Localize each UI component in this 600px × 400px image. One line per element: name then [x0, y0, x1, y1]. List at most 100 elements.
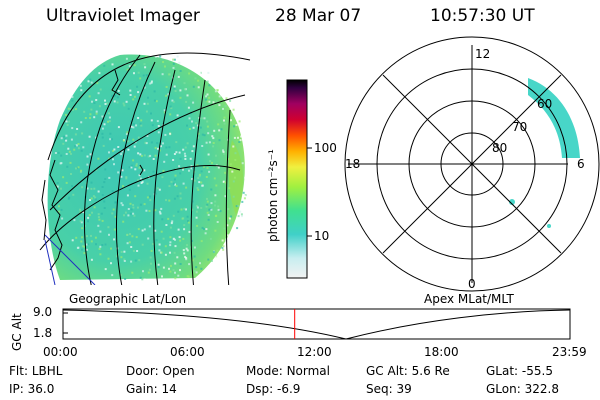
speckle [157, 266, 160, 269]
lat-label-60: 60 [537, 97, 553, 111]
speckle [241, 162, 244, 165]
speckle [214, 229, 217, 232]
speckle [222, 245, 225, 248]
speckle [79, 220, 82, 223]
speckle [223, 119, 225, 122]
speckle [129, 94, 132, 96]
speckle [148, 210, 151, 212]
speckle [207, 71, 210, 74]
speckle [172, 100, 175, 103]
speckle [182, 168, 184, 171]
speckle [61, 217, 64, 220]
speckle [165, 224, 168, 226]
speckle [125, 133, 128, 136]
speckle [174, 271, 176, 274]
speckle [207, 258, 210, 261]
speckle [214, 215, 217, 217]
speckle [187, 221, 190, 224]
speckle [71, 239, 74, 242]
speckle [189, 157, 192, 160]
speckle [161, 275, 163, 278]
speckle [188, 230, 191, 233]
speckle [81, 245, 84, 248]
speckle [182, 249, 185, 252]
speckle [54, 152, 57, 154]
speckle [103, 123, 106, 126]
speckle [157, 263, 160, 266]
speckle [154, 55, 157, 58]
speckle [206, 197, 208, 200]
speckle [158, 243, 161, 246]
speckle [206, 100, 209, 103]
speckle [179, 172, 182, 175]
speckle [188, 169, 190, 172]
mlt-label-6: 6 [577, 157, 585, 171]
speckle [165, 199, 167, 202]
speckle [206, 93, 209, 96]
speckle [89, 78, 92, 81]
apex-caption: Apex MLat/MLT [424, 292, 514, 306]
speckle [139, 203, 142, 206]
speckle [209, 160, 212, 163]
speckle [143, 228, 146, 231]
speckle [120, 250, 123, 253]
speckle [190, 167, 193, 170]
speckle [117, 146, 120, 148]
speckle [122, 139, 125, 142]
speckle [101, 132, 104, 135]
speckle [119, 274, 122, 276]
speckle [127, 140, 130, 143]
speckle [141, 278, 144, 281]
speckle [152, 158, 155, 160]
speckle [223, 116, 226, 119]
speckle [186, 215, 189, 218]
speckle [90, 81, 93, 84]
speckle [172, 159, 175, 161]
speckle [120, 202, 123, 205]
speckle [129, 89, 132, 92]
speckle [147, 96, 149, 99]
speckle [129, 202, 132, 205]
speckle [150, 141, 153, 144]
speckle [111, 190, 114, 193]
speckle [194, 77, 197, 80]
speckle [224, 181, 227, 184]
speckle [74, 145, 77, 148]
speckle [83, 110, 86, 113]
speckle [198, 175, 201, 178]
speckle [215, 184, 218, 187]
speckle [90, 234, 92, 237]
speckle [203, 117, 206, 120]
speckle [192, 101, 195, 104]
speckle [101, 186, 104, 188]
speckle [163, 111, 166, 114]
speckle [129, 233, 131, 236]
speckle [160, 230, 163, 233]
speckle [62, 142, 65, 145]
speckle [162, 237, 165, 240]
speckle [139, 153, 142, 156]
speckle [165, 94, 168, 97]
speckle [137, 179, 140, 182]
speckle [132, 123, 135, 126]
speckle [146, 182, 149, 185]
speckle [137, 136, 140, 139]
speckle [170, 222, 173, 225]
speckle [86, 163, 89, 166]
speckle [80, 240, 83, 243]
speckle [193, 255, 196, 258]
speckle [183, 207, 186, 210]
geographic-image [39, 52, 251, 285]
colorbar-unit-label: photon cm⁻²s⁻¹ [266, 149, 280, 242]
speckle [168, 73, 171, 76]
speckle [187, 106, 190, 109]
info-flt: Flt: LBHL [9, 364, 63, 378]
speckle [210, 208, 213, 211]
speckle [80, 149, 83, 152]
speckle [237, 215, 240, 218]
speckle [63, 135, 66, 138]
colorbar [286, 79, 308, 279]
speckle [218, 139, 221, 142]
orbit-ytick-9: 9.0 [33, 305, 53, 319]
speckle [191, 150, 194, 153]
